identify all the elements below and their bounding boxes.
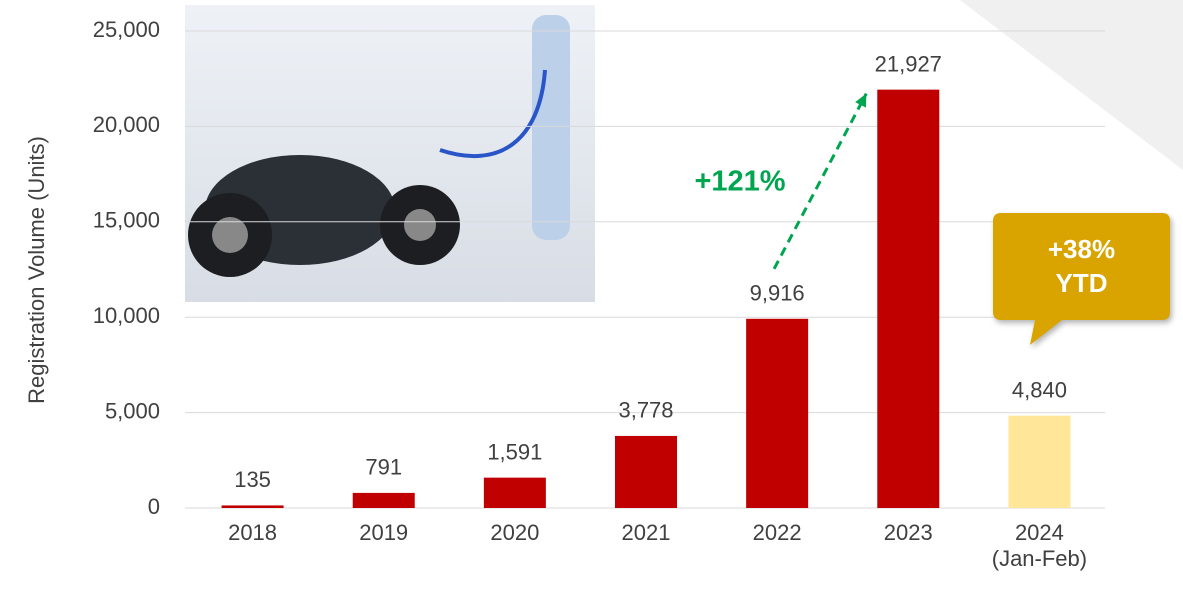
y-tick-label: 5,000: [105, 398, 160, 423]
y-tick-label: 20,000: [93, 112, 160, 137]
y-axis-label: Registration Volume (Units): [24, 136, 49, 404]
y-tick-label: 15,000: [93, 208, 160, 233]
x-tick-label: 2023: [883, 520, 933, 545]
callout-text: +38% YTD: [1047, 234, 1116, 298]
x-tick-label: 2020: [490, 520, 540, 545]
y-tick-label: 10,000: [93, 303, 160, 328]
bar: [483, 477, 546, 508]
bar: [352, 492, 415, 508]
callout-box: [993, 213, 1170, 345]
x-tick-label: 2022: [752, 520, 802, 545]
value-label: 135: [234, 467, 271, 492]
value-label: 9,916: [750, 281, 805, 306]
bar: [877, 89, 940, 508]
y-tick-label: 0: [148, 494, 160, 519]
bar: [221, 505, 284, 508]
growth-arrow: [772, 92, 868, 270]
growth-annotation: +121%: [694, 166, 785, 198]
value-label: 4,840: [1012, 377, 1067, 402]
bar: [1008, 415, 1071, 508]
bar: [615, 435, 677, 508]
x-tick-label: 2024 (Jan-Feb): [991, 520, 1088, 571]
corner-decoration: [960, 0, 1183, 170]
x-tick-label: 2018: [228, 520, 278, 545]
value-label: 21,927: [875, 51, 942, 76]
photo: [185, 5, 595, 302]
arrow-head: [855, 93, 867, 108]
value-label: 791: [365, 455, 402, 480]
value-label: 3,778: [618, 398, 673, 423]
bar: [746, 318, 809, 508]
value-label: 1,591: [487, 439, 542, 464]
y-tick-label: 25,000: [93, 17, 160, 42]
x-tick-label: 2021: [621, 520, 671, 545]
x-tick-label: 2019: [359, 520, 409, 545]
